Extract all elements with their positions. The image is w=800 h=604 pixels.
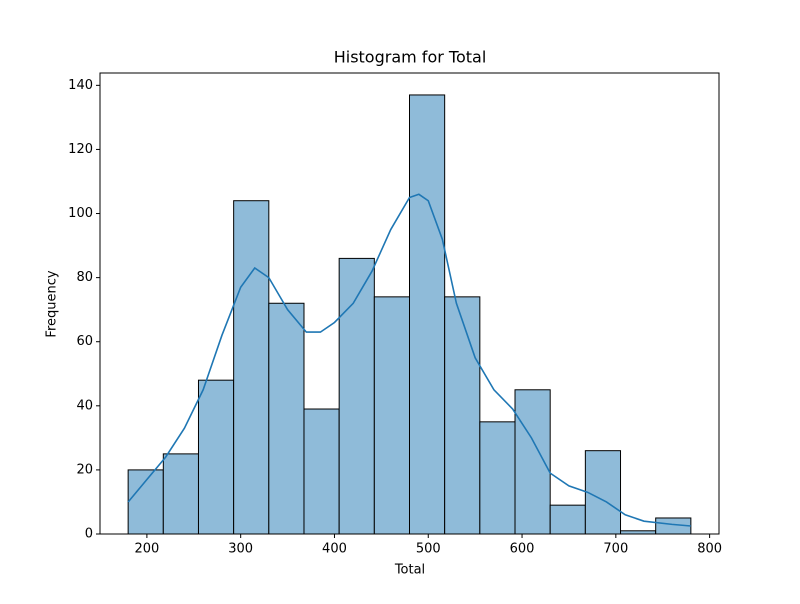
bar <box>233 200 270 535</box>
y-tick-label: 0 <box>85 527 93 542</box>
bar <box>373 296 411 535</box>
x-tick-label: 700 <box>603 542 628 557</box>
chart-title: Histogram for Total <box>334 48 487 67</box>
plot-frame <box>99 72 720 535</box>
y-tick-label: 40 <box>76 398 93 413</box>
x-tick-label: 600 <box>510 542 535 557</box>
y-tick-label: 100 <box>68 206 93 221</box>
bar <box>197 379 235 535</box>
y-tick-label: 80 <box>76 270 93 285</box>
bar <box>268 302 305 535</box>
x-tick-label: 400 <box>322 542 347 557</box>
bar <box>303 408 340 535</box>
kde-line <box>127 193 691 527</box>
x-tick-label: 200 <box>134 542 159 557</box>
bar <box>338 257 375 535</box>
bar <box>584 450 622 535</box>
y-tick-label: 120 <box>68 142 93 157</box>
y-tick-label: 60 <box>76 334 93 349</box>
bar <box>409 94 446 535</box>
bar <box>127 469 164 535</box>
x-tick-label: 500 <box>416 542 441 557</box>
bar <box>479 421 516 535</box>
y-tick-label: 20 <box>76 462 93 477</box>
bar <box>444 296 481 535</box>
x-tick-label: 800 <box>697 542 722 557</box>
y-axis-label: Frequency <box>45 270 60 337</box>
y-tick-label: 140 <box>68 78 93 93</box>
bar <box>162 453 199 535</box>
x-tick-label: 300 <box>228 542 253 557</box>
x-axis-label: Total <box>394 563 425 578</box>
bar <box>549 504 586 535</box>
